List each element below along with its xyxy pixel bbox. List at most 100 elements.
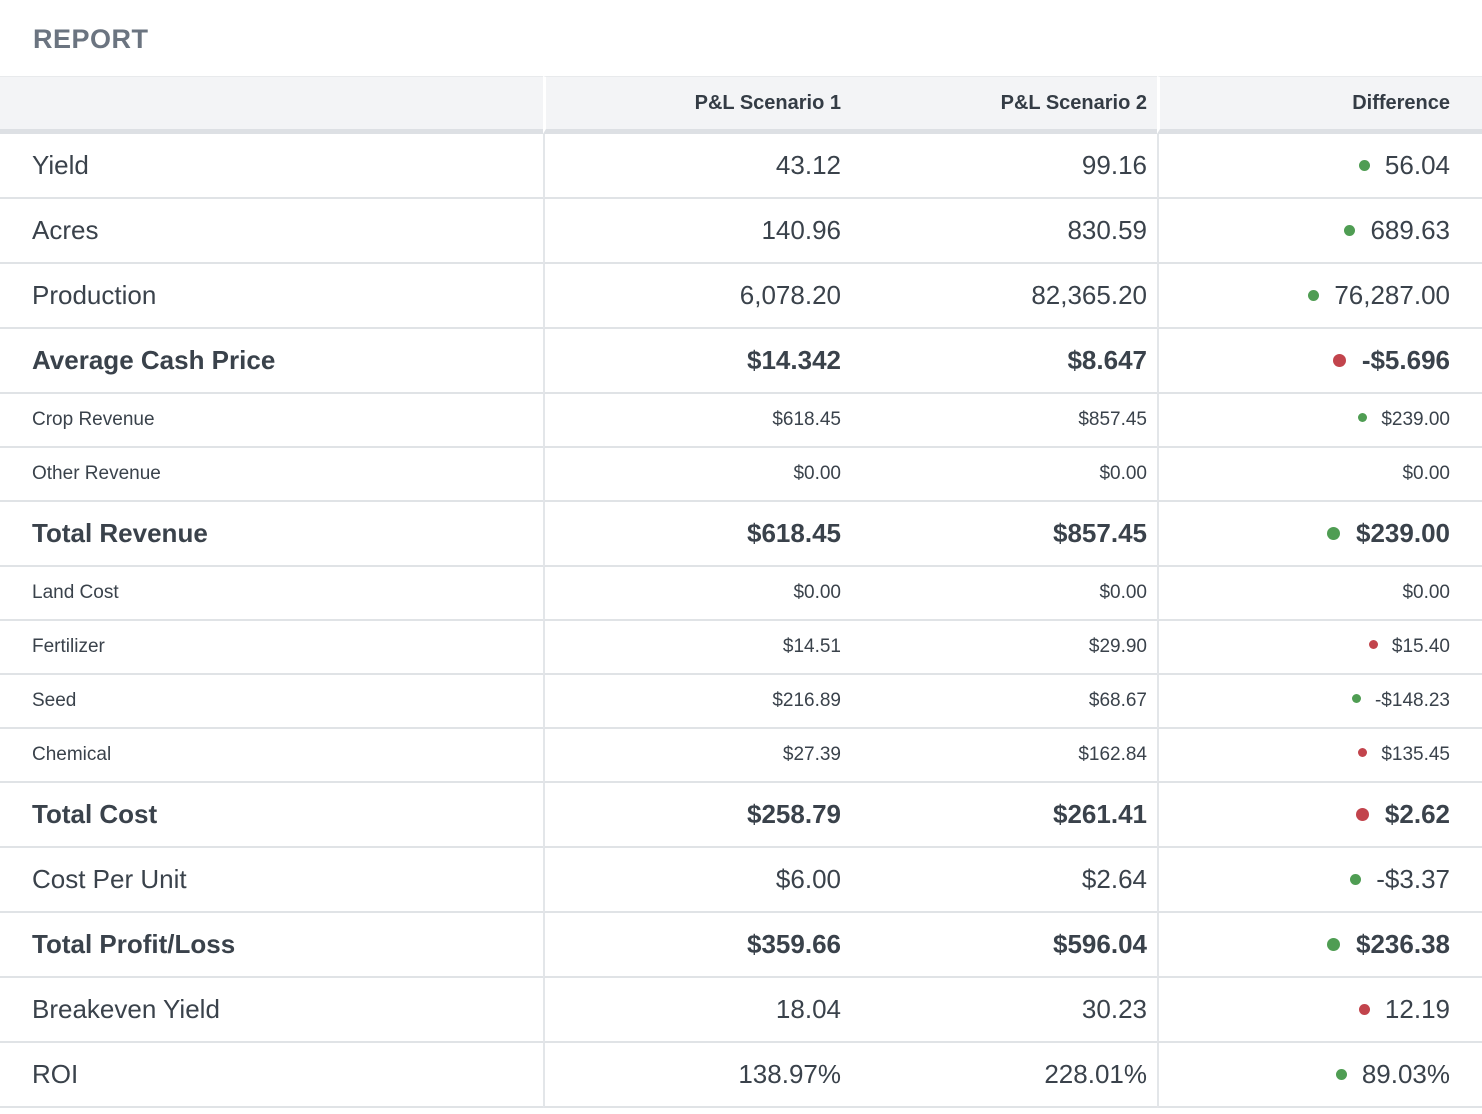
- difference-cell: $2.62: [1157, 783, 1482, 848]
- table-row: Total Profit/Loss $359.66 $596.04 $236.38: [0, 913, 1482, 978]
- difference-cell: $0.00: [1157, 448, 1482, 502]
- row-label: ROI: [0, 1043, 543, 1108]
- difference-value: $0.00: [1402, 582, 1450, 603]
- difference-value: 56.04: [1384, 150, 1450, 180]
- difference-value: $239.00: [1381, 409, 1450, 430]
- positive-indicator-dot: [1358, 413, 1368, 423]
- difference-cell: -$148.23: [1157, 675, 1482, 729]
- scenario2-value: $8.647: [851, 329, 1157, 394]
- column-header-difference: Difference: [1157, 76, 1482, 134]
- report-table-body: Yield 43.12 99.16 56.04 Acres 140.96 830.59 689…: [0, 134, 1482, 1108]
- positive-indicator-dot: [1308, 289, 1320, 301]
- positive-indicator-dot: [1350, 873, 1362, 885]
- scenario2-value: $0.00: [851, 448, 1157, 502]
- positive-indicator-dot: [1327, 937, 1341, 951]
- scenario1-value: $216.89: [543, 675, 851, 729]
- scenario1-value: 138.97%: [543, 1043, 851, 1108]
- scenario1-value: 43.12: [543, 134, 851, 199]
- scenario2-value: $29.90: [851, 621, 1157, 675]
- scenario2-value: $857.45: [851, 394, 1157, 448]
- table-row: Production 6,078.20 82,365.20 76,287.00: [0, 264, 1482, 329]
- row-label: Breakeven Yield: [0, 978, 543, 1043]
- table-row: Breakeven Yield 18.04 30.23 12.19: [0, 978, 1482, 1043]
- column-header-scenario1: P&L Scenario 1: [543, 76, 851, 134]
- difference-cell: $239.00: [1157, 502, 1482, 567]
- scenario2-value: 228.01%: [851, 1043, 1157, 1108]
- difference-cell: 12.19: [1157, 978, 1482, 1043]
- table-row: Fertilizer $14.51 $29.90 $15.40: [0, 621, 1482, 675]
- difference-cell: $239.00: [1157, 394, 1482, 448]
- scenario2-value: 82,365.20: [851, 264, 1157, 329]
- table-row: Total Cost $258.79 $261.41 $2.62: [0, 783, 1482, 848]
- difference-value: 89.03%: [1361, 1059, 1450, 1089]
- row-label: Fertilizer: [0, 621, 543, 675]
- difference-value: -$148.23: [1374, 690, 1450, 711]
- negative-indicator-dot: [1332, 353, 1346, 367]
- difference-cell: 76,287.00: [1157, 264, 1482, 329]
- row-label: Crop Revenue: [0, 394, 543, 448]
- table-row: Total Revenue $618.45 $857.45 $239.00: [0, 502, 1482, 567]
- scenario1-value: 18.04: [543, 978, 851, 1043]
- difference-value: 76,287.00: [1334, 280, 1450, 310]
- header-row: P&L Scenario 1 P&L Scenario 2 Difference: [0, 76, 1482, 134]
- row-label: Seed: [0, 675, 543, 729]
- scenario1-value: $359.66: [543, 913, 851, 978]
- difference-value: $0.00: [1402, 463, 1450, 484]
- scenario2-value: $162.84: [851, 729, 1157, 783]
- row-label: Production: [0, 264, 543, 329]
- scenario1-value: $0.00: [543, 567, 851, 621]
- row-label: Total Revenue: [0, 502, 543, 567]
- positive-indicator-dot: [1344, 224, 1356, 236]
- column-header-scenario2: P&L Scenario 2: [851, 76, 1157, 134]
- positive-indicator-dot: [1327, 526, 1341, 540]
- table-row: Crop Revenue $618.45 $857.45 $239.00: [0, 394, 1482, 448]
- row-label: Chemical: [0, 729, 543, 783]
- difference-cell: 689.63: [1157, 199, 1482, 264]
- scenario1-value: $618.45: [543, 502, 851, 567]
- scenario2-value: 830.59: [851, 199, 1157, 264]
- scenario2-value: $68.67: [851, 675, 1157, 729]
- scenario1-value: $0.00: [543, 448, 851, 502]
- negative-indicator-dot: [1355, 807, 1369, 821]
- scenario1-value: $14.342: [543, 329, 851, 394]
- table-row: Cost Per Unit $6.00 $2.64 -$3.37: [0, 848, 1482, 913]
- scenario2-value: $857.45: [851, 502, 1157, 567]
- scenario2-value: 30.23: [851, 978, 1157, 1043]
- row-label: Average Cash Price: [0, 329, 543, 394]
- scenario1-value: 6,078.20: [543, 264, 851, 329]
- row-label: Total Profit/Loss: [0, 913, 543, 978]
- scenario2-value: $2.64: [851, 848, 1157, 913]
- table-row: Chemical $27.39 $162.84 $135.45: [0, 729, 1482, 783]
- difference-value: $2.62: [1384, 799, 1450, 829]
- table-row: Yield 43.12 99.16 56.04: [0, 134, 1482, 199]
- difference-value: $15.40: [1391, 636, 1450, 657]
- positive-indicator-dot: [1358, 159, 1370, 171]
- scenario2-value: $0.00: [851, 567, 1157, 621]
- scenario1-value: $258.79: [543, 783, 851, 848]
- scenario2-value: $596.04: [851, 913, 1157, 978]
- scenario1-value: $618.45: [543, 394, 851, 448]
- negative-indicator-dot: [1368, 640, 1378, 650]
- difference-value: -$5.696: [1361, 345, 1450, 375]
- difference-value: -$3.37: [1376, 864, 1450, 894]
- row-label: Cost Per Unit: [0, 848, 543, 913]
- difference-cell: 89.03%: [1157, 1043, 1482, 1108]
- row-label: Yield: [0, 134, 543, 199]
- difference-cell: $15.40: [1157, 621, 1482, 675]
- scenario2-value: 99.16: [851, 134, 1157, 199]
- difference-value: $236.38: [1356, 929, 1450, 959]
- difference-value: 689.63: [1370, 215, 1450, 245]
- scenario1-value: $14.51: [543, 621, 851, 675]
- row-label: Other Revenue: [0, 448, 543, 502]
- table-row: Seed $216.89 $68.67 -$148.23: [0, 675, 1482, 729]
- scenario1-value: 140.96: [543, 199, 851, 264]
- row-label: Land Cost: [0, 567, 543, 621]
- scenario1-value: $27.39: [543, 729, 851, 783]
- positive-indicator-dot: [1351, 694, 1361, 704]
- table-row: Other Revenue $0.00 $0.00 $0.00: [0, 448, 1482, 502]
- scenario1-value: $6.00: [543, 848, 851, 913]
- difference-cell: -$5.696: [1157, 329, 1482, 394]
- negative-indicator-dot: [1358, 748, 1368, 758]
- table-row: ROI 138.97% 228.01% 89.03%: [0, 1043, 1482, 1108]
- difference-cell: -$3.37: [1157, 848, 1482, 913]
